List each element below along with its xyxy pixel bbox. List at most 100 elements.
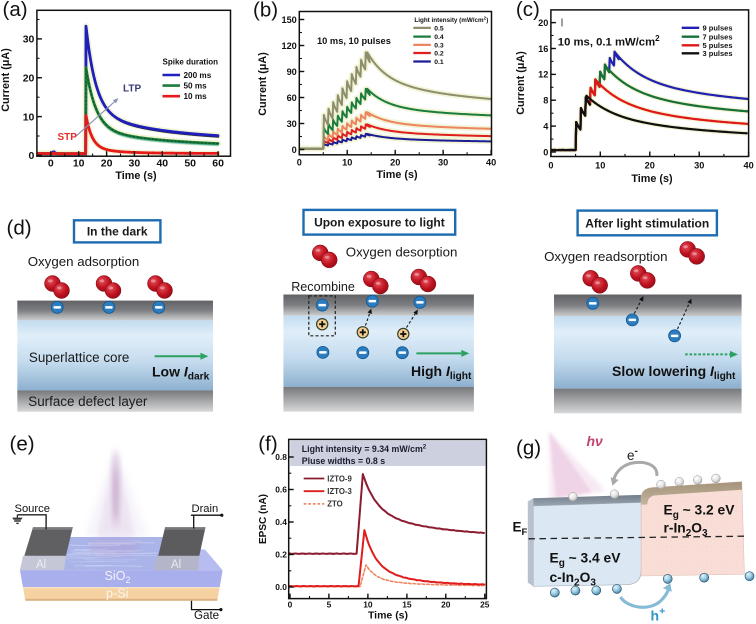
- svg-text:Recombine: Recombine: [291, 280, 355, 294]
- svg-text:0.1: 0.1: [434, 59, 444, 66]
- svg-text:0.5: 0.5: [434, 25, 444, 32]
- svg-text:(d): (d): [7, 217, 32, 240]
- svg-text:60: 60: [212, 157, 224, 169]
- svg-text:Eg ~ 3.2 eV: Eg ~ 3.2 eV: [664, 503, 736, 522]
- svg-text:In the dark: In the dark: [87, 225, 148, 239]
- svg-text:10 ms, 10 pulses: 10 ms, 10 pulses: [317, 36, 391, 46]
- svg-text:e-: e-: [627, 446, 638, 463]
- svg-text:0: 0: [48, 157, 54, 169]
- svg-text:After light stimulation: After light stimulation: [585, 216, 709, 230]
- svg-text:ZTO: ZTO: [327, 500, 342, 509]
- svg-text:0.4: 0.4: [434, 34, 444, 41]
- svg-text:200 ms: 200 ms: [184, 71, 212, 80]
- svg-text:Surface defect layer: Surface defect layer: [28, 394, 148, 409]
- svg-text:90: 90: [287, 67, 297, 77]
- svg-text:Oxygen desorption: Oxygen desorption: [346, 245, 458, 260]
- svg-text:30: 30: [287, 119, 297, 129]
- svg-text:IZTO-9: IZTO-9: [327, 474, 352, 483]
- svg-text:0.0: 0.0: [275, 582, 287, 592]
- svg-text:Eg ~ 3.4 eV: Eg ~ 3.4 eV: [550, 551, 622, 570]
- svg-text:30: 30: [23, 34, 35, 46]
- svg-text:15: 15: [402, 600, 412, 610]
- svg-text:(f): (f): [258, 433, 277, 456]
- svg-text:c-In2O3: c-In2O3: [550, 570, 597, 589]
- svg-text:150: 150: [281, 15, 296, 25]
- svg-text:IZTO-3: IZTO-3: [327, 487, 352, 496]
- svg-text:0.3: 0.3: [434, 42, 444, 49]
- svg-text:Oxygen readsorption: Oxygen readsorption: [544, 249, 667, 264]
- svg-text:Time (s): Time (s): [376, 169, 418, 181]
- svg-text:Spike duration: Spike duration: [163, 58, 219, 67]
- svg-text:(c): (c): [516, 0, 540, 21]
- svg-text:50: 50: [184, 157, 196, 169]
- svg-text:Light intensity = 9.34 mW/cm2: Light intensity = 9.34 mW/cm2: [302, 444, 427, 454]
- svg-text:Al: Al: [171, 559, 181, 571]
- svg-text:20: 20: [390, 157, 400, 167]
- svg-text:40: 40: [486, 157, 496, 167]
- svg-text:Time (s): Time (s): [115, 170, 157, 182]
- svg-text:0.6: 0.6: [275, 485, 287, 495]
- svg-text:Current (μA): Current (μA): [515, 51, 527, 115]
- svg-text:10: 10: [363, 600, 373, 610]
- svg-text:60: 60: [287, 93, 297, 103]
- svg-text:0.4: 0.4: [275, 517, 287, 527]
- svg-text:STP: STP: [58, 132, 78, 143]
- svg-text:(g): (g): [516, 437, 541, 460]
- svg-text:40: 40: [743, 161, 753, 171]
- svg-text:0.2: 0.2: [275, 550, 287, 560]
- svg-text:0.2: 0.2: [434, 51, 444, 58]
- svg-text:25: 25: [480, 600, 490, 610]
- svg-text:Time (s): Time (s): [368, 610, 408, 622]
- svg-text:LTP: LTP: [123, 84, 141, 95]
- svg-text:10: 10: [73, 157, 85, 169]
- svg-text:Oxygen adsorption: Oxygen adsorption: [28, 254, 140, 269]
- svg-text:40: 40: [156, 157, 168, 169]
- svg-text:20: 20: [441, 600, 451, 610]
- svg-text:Slow lowering Ilight: Slow lowering Ilight: [612, 363, 736, 382]
- svg-text:EPSC (nA): EPSC (nA): [258, 494, 269, 544]
- svg-text:5 pulses: 5 pulses: [703, 41, 733, 50]
- svg-text:30: 30: [438, 157, 448, 167]
- svg-text:12: 12: [538, 70, 548, 80]
- svg-text:Light intensity (mW/cm2): Light intensity (mW/cm2): [414, 16, 488, 24]
- svg-text:Time (s): Time (s): [631, 173, 673, 185]
- svg-text:9 pulses: 9 pulses: [703, 24, 733, 33]
- svg-text:Current (μA): Current (μA): [0, 48, 12, 112]
- svg-text:(b): (b): [253, 0, 278, 22]
- svg-text:Superlattice core: Superlattice core: [29, 350, 129, 365]
- svg-text:5: 5: [327, 600, 332, 610]
- svg-text:Upon exposure to light: Upon exposure to light: [314, 216, 445, 230]
- svg-text:7 pulses: 7 pulses: [703, 32, 733, 41]
- svg-text:0: 0: [543, 147, 548, 157]
- svg-text:30: 30: [129, 157, 141, 169]
- svg-text:r-In2O3: r-In2O3: [664, 521, 709, 540]
- svg-text:0: 0: [297, 157, 302, 167]
- svg-text:20: 20: [645, 161, 655, 171]
- svg-text:0: 0: [292, 145, 297, 155]
- svg-text:0: 0: [548, 161, 553, 171]
- svg-text:Current (μA): Current (μA): [257, 52, 269, 116]
- svg-text:30: 30: [694, 161, 704, 171]
- svg-text:10: 10: [23, 111, 35, 123]
- svg-text:3 pulses: 3 pulses: [703, 49, 733, 58]
- svg-text:Gate: Gate: [194, 609, 219, 622]
- svg-text:(a): (a): [3, 0, 28, 21]
- svg-text:p-Si: p-Si: [106, 586, 128, 600]
- svg-text:10 ms: 10 ms: [184, 92, 208, 101]
- svg-text:4: 4: [543, 121, 549, 131]
- svg-text:20: 20: [538, 18, 548, 28]
- svg-text:Pluse widths = 0.8 s: Pluse widths = 0.8 s: [302, 456, 385, 466]
- svg-text:hν: hν: [587, 433, 604, 449]
- svg-text:20: 20: [23, 73, 35, 85]
- svg-text:(e): (e): [10, 433, 35, 456]
- svg-text:Al: Al: [36, 559, 46, 571]
- svg-text:0: 0: [29, 150, 35, 162]
- svg-text:16: 16: [538, 44, 548, 54]
- svg-text:10: 10: [342, 157, 352, 167]
- svg-text:Source: Source: [15, 503, 50, 515]
- svg-text:0.8: 0.8: [275, 452, 287, 462]
- svg-text:20: 20: [101, 157, 113, 169]
- svg-text:0: 0: [288, 600, 293, 610]
- svg-text:8: 8: [543, 96, 548, 106]
- svg-text:50 ms: 50 ms: [184, 82, 208, 91]
